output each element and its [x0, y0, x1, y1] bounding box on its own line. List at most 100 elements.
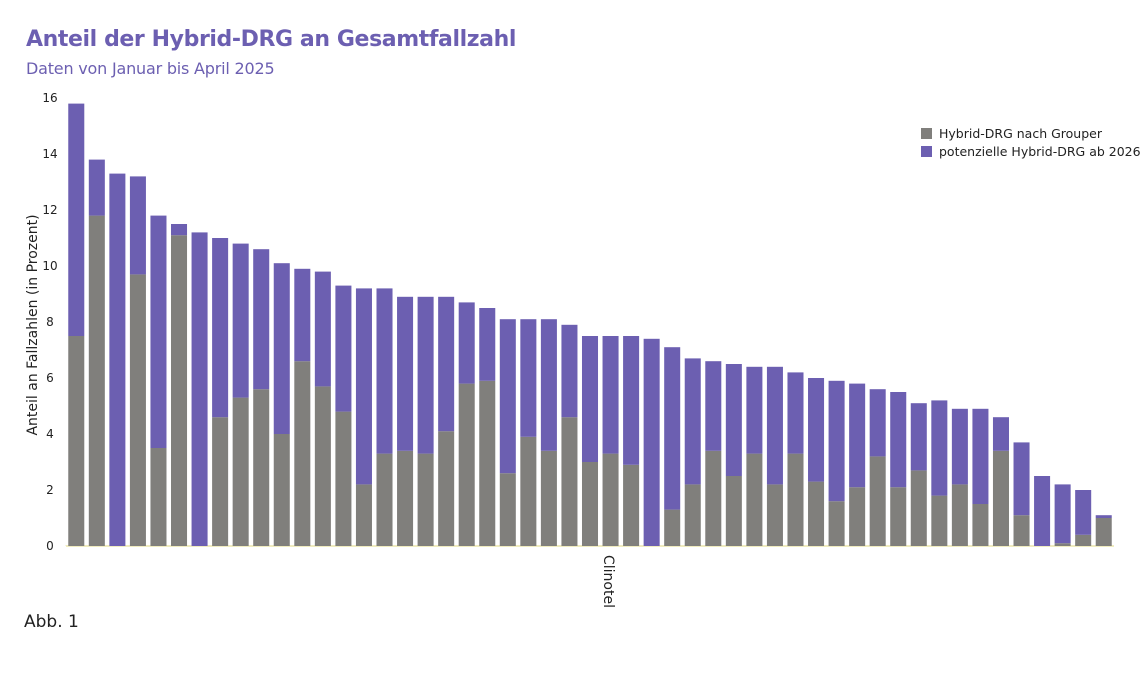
bar-segment-grouper	[705, 450, 722, 546]
bar-segment-potential	[705, 361, 722, 451]
bar-segment-grouper	[787, 453, 804, 546]
bar-segment-grouper	[561, 417, 578, 546]
bar-gap	[949, 544, 951, 546]
bar-segment-grouper	[808, 481, 825, 546]
bar-segment-potential	[499, 319, 516, 474]
bar-segment-potential	[397, 296, 414, 451]
bar-segment-grouper	[951, 484, 968, 546]
bar-segment-potential	[1054, 484, 1071, 544]
bar-segment-grouper	[335, 411, 352, 546]
bar-segment-potential	[869, 389, 886, 457]
bar-segment-grouper	[766, 484, 783, 546]
bar-gap	[805, 544, 807, 546]
bar-segment-potential	[376, 288, 393, 454]
y-tick-label: 4	[46, 427, 54, 441]
bar-gap	[373, 544, 375, 546]
bar-gap	[353, 544, 355, 546]
bar-gap	[106, 544, 108, 546]
bar-segment-grouper	[273, 434, 290, 546]
bar-segment-potential	[335, 285, 352, 412]
bar-segment-potential	[972, 408, 989, 504]
bar-segment-potential	[191, 232, 208, 546]
bar-gap	[579, 544, 581, 546]
bar-segment-grouper	[355, 484, 372, 546]
bar-gap	[846, 544, 848, 546]
bar-gap	[127, 544, 129, 546]
bar-gap	[928, 544, 930, 546]
x-axis-label: Clinotel	[600, 555, 616, 608]
bar-gap	[908, 544, 910, 546]
bar-segment-grouper	[725, 476, 742, 546]
bar-gap	[65, 544, 67, 546]
bar-segment-grouper	[828, 501, 845, 546]
bar-gap	[866, 544, 868, 546]
bar-gap	[784, 544, 786, 546]
bar-segment-potential	[109, 173, 126, 546]
bar-segment-grouper	[253, 389, 270, 546]
bar-segment-potential	[766, 366, 783, 485]
bar-segment-grouper	[540, 450, 557, 546]
bar-gap	[743, 544, 745, 546]
bar-segment-grouper	[1013, 515, 1030, 546]
chart-subtitle: Daten von Januar bis April 2025	[26, 59, 275, 78]
bar-segment-potential	[787, 372, 804, 454]
bar-segment-potential	[212, 238, 229, 418]
y-tick-label: 12	[42, 203, 57, 217]
y-tick-label: 0	[46, 539, 54, 553]
legend-item-potential-swatch	[921, 146, 932, 157]
bar-gap	[291, 544, 293, 546]
bar-gap	[209, 544, 211, 546]
bar-gap	[558, 544, 560, 546]
figure-caption: Abb. 1	[24, 612, 79, 632]
bar-gap	[1092, 544, 1094, 546]
bar-segment-potential	[1075, 490, 1092, 535]
bar-segment-grouper	[1075, 534, 1092, 546]
bar-segment-potential	[232, 243, 249, 398]
legend-item-potential-label: potenzielle Hybrid-DRG ab 2026	[939, 144, 1140, 159]
bar-gap	[517, 544, 519, 546]
bar-segment-grouper	[68, 336, 85, 546]
bar-segment-potential	[1013, 442, 1030, 516]
bar-segment-grouper	[499, 473, 516, 546]
bar-gap	[1051, 544, 1053, 546]
bar-segment-grouper	[581, 462, 599, 546]
bar-gap	[270, 544, 272, 546]
bar-segment-grouper	[232, 397, 249, 546]
bar-segment-potential	[417, 296, 434, 454]
bar-gap	[497, 544, 499, 546]
bar-segment-potential	[171, 224, 188, 236]
bar-segment-potential	[808, 378, 825, 482]
bar-gap	[1072, 544, 1074, 546]
bar-segment-potential	[540, 319, 557, 451]
bar-gap	[538, 544, 540, 546]
bar-segment-potential	[479, 308, 496, 381]
bar-segment-potential	[314, 271, 331, 387]
bar-segment-potential	[849, 383, 866, 488]
bar-segment-potential	[725, 364, 742, 476]
bar-gap	[86, 544, 88, 546]
bar-gap	[825, 544, 827, 546]
bar-segment-grouper	[972, 504, 989, 546]
bar-gap	[394, 544, 396, 546]
bar-gap	[168, 544, 170, 546]
bar-gap	[414, 544, 416, 546]
bar-segment-potential	[88, 159, 105, 216]
bar-segment-grouper	[849, 487, 866, 546]
y-tick-label: 2	[46, 483, 54, 497]
bar-segment-potential	[643, 338, 660, 546]
bar-segment-grouper	[520, 436, 537, 546]
bar-segment-grouper	[294, 361, 311, 546]
bar-segment-grouper	[376, 453, 393, 546]
bar-gap	[435, 544, 437, 546]
bar-segment-grouper	[746, 453, 763, 546]
bar-segment-grouper	[212, 417, 229, 546]
bar-segment-potential	[355, 288, 372, 485]
bar-segment-potential	[890, 392, 907, 488]
bar-segment-grouper	[438, 431, 455, 546]
bar-gap	[1031, 544, 1033, 546]
bar-segment-grouper	[684, 484, 701, 546]
bar-gap	[229, 544, 231, 546]
bar-segment-potential	[992, 417, 1009, 451]
legend: Hybrid-DRG nach Grouper potenzielle Hybri…	[921, 126, 1140, 159]
bar-gap	[455, 544, 457, 546]
